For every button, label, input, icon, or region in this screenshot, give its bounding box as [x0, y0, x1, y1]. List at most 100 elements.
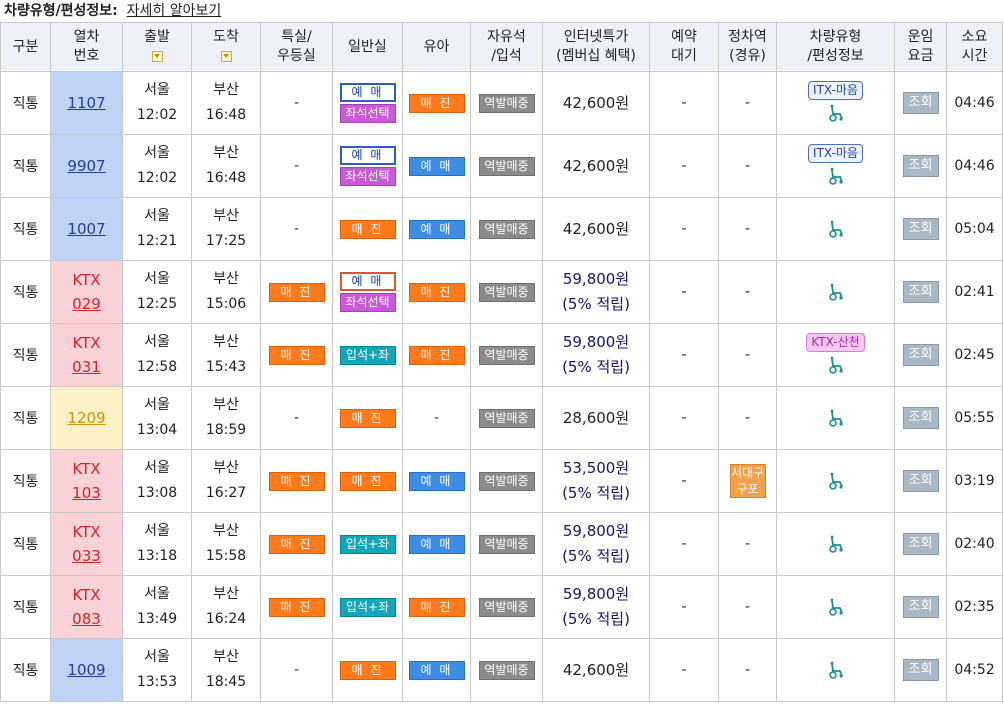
col-arrive[interactable]: 도착 [191, 22, 261, 72]
sort-icon[interactable] [220, 50, 232, 62]
seat-select-button[interactable]: 좌석선택 [339, 167, 396, 186]
general-seat-cell: 입석+좌석 [332, 512, 403, 576]
waitlist-cell: - [649, 197, 719, 261]
train-number-link[interactable]: 1107 [67, 94, 106, 112]
onsite-sale-button[interactable]: 역발매중 [478, 597, 535, 617]
detail-link[interactable]: 자세히 알아보기 [126, 3, 222, 19]
wheelchair-icon[interactable] [827, 598, 845, 620]
vehicle-type-cell [776, 575, 895, 639]
onsite-sale-button[interactable]: 역발매중 [478, 219, 535, 239]
wheelchair-icon[interactable] [827, 472, 845, 494]
standing-seat-button[interactable]: 입석+좌석 [339, 534, 396, 568]
onsite-sale-button[interactable]: 역발매중 [478, 660, 535, 680]
sort-icon[interactable] [151, 50, 163, 62]
soldout-button[interactable]: 매 진 [408, 345, 465, 365]
reserve-button[interactable]: 예 매 [408, 156, 465, 176]
soldout-button[interactable]: 매 진 [339, 408, 396, 428]
special-seat-cell: - [260, 71, 333, 135]
duration-cell: 02:35 [946, 575, 1003, 639]
onsite-sale-button[interactable]: 역발매중 [478, 345, 535, 365]
special-seat-cell: - [260, 386, 333, 450]
table-row: 직통 1209 서울 13:04 부산 18:59- 매 진 - 역발매중 28,600원 - - 조회… [0, 386, 1003, 450]
col-depart[interactable]: 출발 [122, 22, 192, 72]
soldout-button[interactable]: 매 진 [268, 345, 325, 365]
soldout-button[interactable]: 매 진 [268, 471, 325, 491]
reserve-button[interactable]: 예 매 [339, 83, 396, 102]
fare-lookup-button[interactable]: 조회 [902, 407, 939, 429]
fare-lookup-button[interactable]: 조회 [902, 218, 939, 240]
soldout-button[interactable]: 매 진 [408, 93, 465, 113]
wheelchair-icon[interactable] [827, 104, 845, 126]
fare-lookup-button[interactable]: 조회 [902, 470, 939, 492]
train-number-link[interactable]: 1209 [67, 409, 106, 427]
wheelchair-icon[interactable] [827, 167, 845, 189]
special-seat-cell: - [260, 134, 333, 198]
soldout-button[interactable]: 매 진 [339, 471, 396, 491]
reserve-button[interactable]: 예 매 [408, 534, 465, 554]
wheelchair-icon[interactable] [827, 409, 845, 431]
arrival-time: 18:59 [205, 422, 247, 438]
wheelchair-icon[interactable] [827, 220, 845, 242]
fare-lookup-button[interactable]: 조회 [902, 596, 939, 618]
seat-select-button[interactable]: 좌석선택 [339, 104, 396, 123]
fare-lookup-button[interactable]: 조회 [902, 155, 939, 177]
general-seat-cell: 매 진 [332, 386, 403, 450]
fare-lookup-button[interactable]: 조회 [902, 344, 939, 366]
onsite-sale-button[interactable]: 역발매중 [478, 534, 535, 554]
onsite-sale-button[interactable]: 역발매중 [478, 282, 535, 302]
train-number-link[interactable]: 9907 [67, 157, 106, 175]
departure-cell: 서울 13:08 [122, 449, 192, 513]
reserve-button[interactable]: 예 매 [408, 660, 465, 680]
soldout-button[interactable]: 매 진 [339, 660, 396, 680]
reserve-button[interactable]: 예 매 [408, 471, 465, 491]
soldout-button[interactable]: 매 진 [268, 597, 325, 617]
soldout-button[interactable]: 매 진 [268, 282, 325, 302]
fare-lookup-button[interactable]: 조회 [902, 281, 939, 303]
standing-seat-button[interactable]: 입석+좌석 [339, 597, 396, 631]
empty-dash: - [744, 95, 751, 111]
soldout-button[interactable]: 매 진 [408, 597, 465, 617]
wheelchair-icon[interactable] [827, 661, 845, 683]
reserve-button[interactable]: 예 매 [339, 146, 396, 165]
table-row: 직통 KTX 103 서울 13:08 부산 16:27 매 진 매 진 예 매 역발매중 53,50… [0, 449, 1003, 513]
train-number-link[interactable]: 083 [72, 610, 101, 628]
standing-seat-button[interactable]: 입석+좌석 [339, 345, 396, 379]
col-internet-price: 인터넷특가 (멤버십 혜택) [542, 22, 650, 72]
via-station-button[interactable]: 서대구 구포 [729, 464, 766, 498]
reserve-button[interactable]: 예 매 [408, 219, 465, 239]
soldout-button[interactable]: 매 진 [339, 219, 396, 239]
onsite-sale-button[interactable]: 역발매중 [478, 471, 535, 491]
train-number-link[interactable]: 031 [72, 358, 101, 376]
onsite-sale-button[interactable]: 역발매중 [478, 156, 535, 176]
onsite-sale-button[interactable]: 역발매중 [478, 408, 535, 428]
vehicle-info-title: 차량유형/편성정보: [4, 3, 118, 19]
free-seat-cell: 역발매중 [470, 449, 543, 513]
train-number-link[interactable]: 1009 [67, 661, 106, 679]
vehicle-badge[interactable]: ITX-마음 [808, 80, 863, 100]
onsite-sale-button[interactable]: 역발매중 [478, 93, 535, 113]
train-number-link[interactable]: 029 [72, 295, 101, 313]
general-seat-cell: 매 진 [332, 197, 403, 261]
wheelchair-icon[interactable] [827, 356, 845, 378]
fare-lookup-button[interactable]: 조회 [902, 92, 939, 114]
wheelchair-icon[interactable] [827, 535, 845, 557]
empty-dash: - [293, 95, 300, 111]
fare-lookup-button[interactable]: 조회 [902, 533, 939, 555]
train-number-link[interactable]: 033 [72, 547, 101, 565]
arrival-station: 부산 [213, 145, 239, 161]
wheelchair-icon[interactable] [827, 283, 845, 305]
seat-select-button[interactable]: 좌석선택 [339, 293, 396, 312]
train-number-link[interactable]: 1007 [67, 220, 106, 238]
train-kind: 직통 [0, 449, 51, 513]
fare-lookup-button[interactable]: 조회 [902, 659, 939, 681]
soldout-button[interactable]: 매 진 [268, 534, 325, 554]
vehicle-badge[interactable]: KTX-산천 [806, 332, 865, 352]
stop-station-cell: - [718, 575, 777, 639]
train-number-link[interactable]: 103 [72, 484, 101, 502]
special-seat-cell: 매 진 [260, 323, 333, 387]
soldout-button[interactable]: 매 진 [408, 282, 465, 302]
vehicle-badge[interactable]: ITX-마음 [808, 143, 863, 163]
special-seat-cell: - [260, 638, 333, 702]
price: 53,500원 [562, 459, 630, 477]
reserve-button[interactable]: 예 매 [339, 272, 396, 291]
